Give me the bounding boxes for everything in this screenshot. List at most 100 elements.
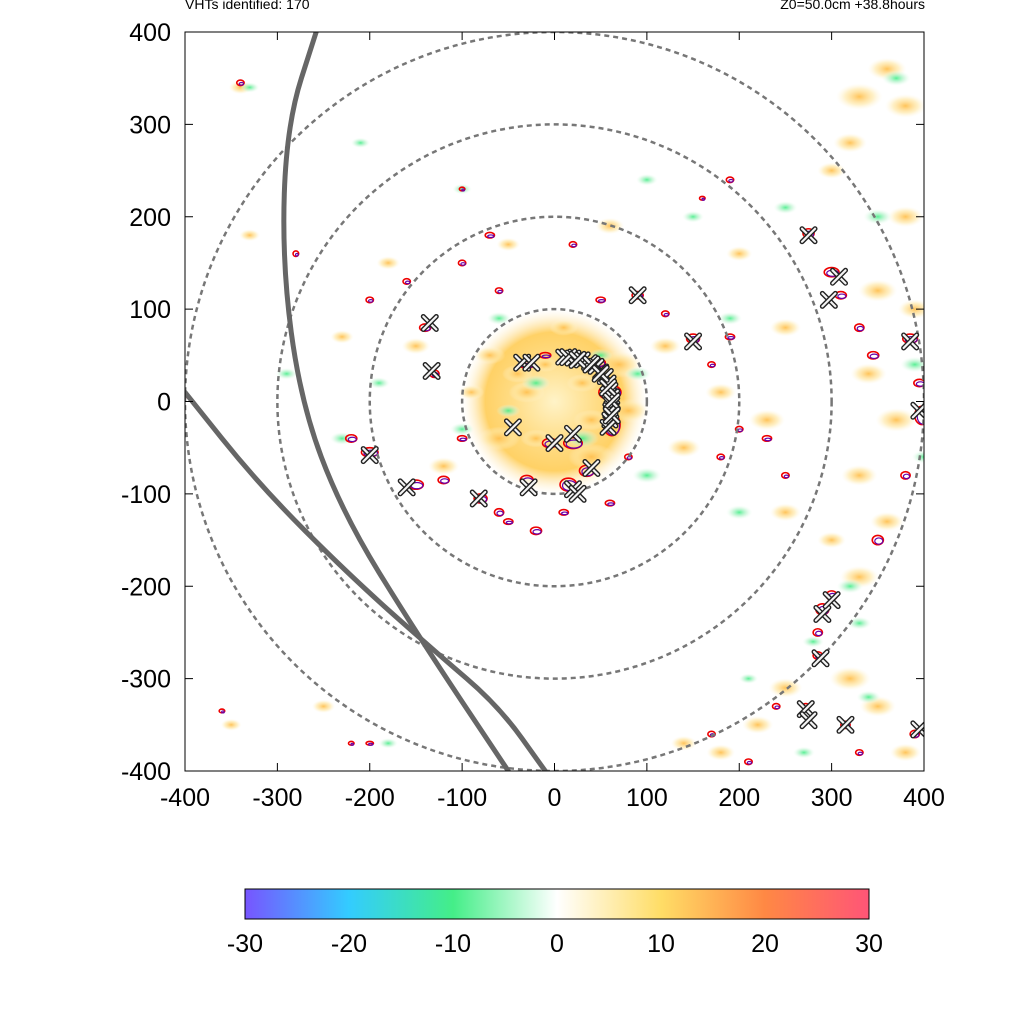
vht-contour: [900, 470, 911, 480]
contour-purple: [746, 760, 753, 765]
positive-anomaly: [887, 206, 924, 228]
colorbar-ticks: -30 -20 -10 0 10 20 30: [227, 930, 883, 958]
vht-marker: [602, 392, 621, 411]
positive-anomaly: [376, 256, 400, 270]
storm-tracks: [185, 32, 548, 771]
positive-anomaly: [742, 715, 774, 734]
contour-purple: [607, 502, 615, 506]
contour-purple: [727, 335, 735, 340]
range-ring: [368, 215, 741, 588]
negative-anomaly: [521, 375, 551, 391]
vht-marker: [397, 478, 416, 497]
contour-purple: [238, 81, 245, 86]
marker-fill: [600, 380, 616, 396]
contour-purple: [783, 474, 790, 479]
positive-anomaly: [568, 443, 615, 471]
colorbar-tick-label: -30: [227, 930, 263, 958]
vht-marker: [591, 364, 610, 383]
vht-contour: [698, 195, 706, 201]
contour-purple: [505, 520, 514, 525]
positive-anomaly: [649, 337, 681, 355]
vht-count-label: VHTs identified: 170: [185, 0, 310, 12]
marker-fill: [800, 712, 817, 728]
marker-fill: [824, 592, 840, 608]
contour-red: [292, 250, 300, 258]
vht-marker: [545, 434, 564, 453]
marker-fill: [424, 363, 440, 379]
y-tick-label: 0: [157, 389, 171, 417]
vht-marker: [836, 715, 855, 734]
positive-anomaly: [330, 330, 354, 344]
positive-anomaly: [706, 744, 736, 761]
x-tick-label: -200: [345, 784, 395, 812]
positive-anomaly: [239, 229, 261, 242]
contour-purple: [915, 381, 924, 387]
marker-fill: [422, 315, 438, 331]
contour-purple: [461, 188, 465, 192]
vht-marker: [813, 604, 832, 623]
negative-anomaly: [350, 137, 371, 149]
contour-purple: [404, 280, 411, 285]
vht-marker: [822, 591, 841, 610]
contour-purple: [857, 751, 864, 756]
vht-marker: [360, 446, 379, 465]
y-tick-label: -200: [121, 573, 171, 601]
contour-purple: [728, 178, 734, 183]
contour-purple: [496, 510, 504, 517]
positive-anomaly: [890, 743, 922, 762]
negative-anomaly: [682, 210, 704, 223]
vht-marker: [568, 484, 587, 503]
vht-markers: [360, 226, 924, 739]
marker-fill: [583, 460, 600, 476]
contour-purple: [837, 293, 847, 300]
contour-purple: [902, 473, 911, 480]
negative-anomaly: [636, 173, 658, 186]
vht-contour: [365, 296, 375, 304]
y-tick-label: 200: [129, 204, 171, 232]
vht-contour: [568, 240, 578, 249]
negative-anomaly: [900, 356, 924, 373]
range-ring: [276, 123, 833, 680]
positive-anomaly: [705, 383, 737, 402]
colorbar-tick-label: 20: [751, 930, 779, 958]
vht-contour: [913, 378, 924, 388]
positive-anomaly: [858, 279, 898, 302]
contour-purple: [347, 436, 357, 443]
contour-purple: [541, 354, 551, 359]
vht-contour: [558, 508, 570, 516]
positive-anomaly: [829, 666, 871, 691]
vht-marker: [519, 478, 538, 497]
contour-purple: [367, 299, 374, 303]
vht-contour: [218, 708, 226, 714]
y-tick-label: -100: [121, 481, 171, 509]
range-rings: [185, 32, 924, 771]
marker-fill: [902, 333, 918, 350]
negative-anomaly: [856, 690, 881, 704]
contour-purple: [815, 630, 823, 637]
marker-fill: [546, 435, 563, 451]
contour-purple: [367, 742, 374, 746]
vht-contour: [562, 436, 584, 450]
negative-anomaly: [847, 616, 872, 630]
positive-anomaly: [566, 374, 598, 392]
vht-contour: [437, 475, 450, 485]
y-tick-label: 100: [129, 296, 171, 324]
x-tick-label: 0: [548, 784, 562, 812]
positive-anomaly: [884, 94, 924, 118]
vorticity-field: [220, 57, 924, 762]
negative-anomaly: [911, 450, 924, 464]
contour-purple: [701, 197, 706, 201]
positive-anomaly: [833, 133, 867, 153]
vht-contour: [595, 296, 607, 304]
positive-anomaly: [817, 531, 846, 549]
positive-anomaly: [769, 503, 801, 522]
vht-marker: [602, 406, 621, 425]
positive-anomaly: [496, 237, 520, 252]
vht-marker: [830, 267, 849, 286]
x-tick-label: 200: [718, 784, 760, 812]
positive-anomaly: [311, 699, 336, 713]
marker-fill: [812, 650, 829, 666]
negative-anomaly: [863, 208, 893, 225]
marker-fill: [685, 333, 701, 350]
colorbar-tick-label: 10: [647, 930, 675, 958]
